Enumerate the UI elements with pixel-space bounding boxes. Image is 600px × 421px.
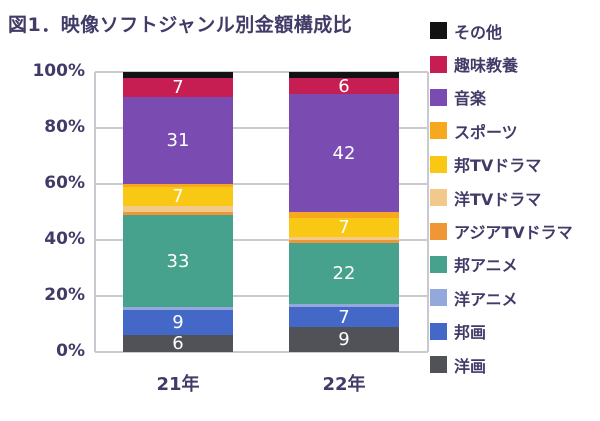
legend-swatch (430, 55, 447, 73)
x-axis-label: 22年 (322, 374, 366, 395)
bar-segment-音楽: 31 (123, 97, 233, 185)
y-axis-tick-label: 0% (56, 341, 85, 361)
legend-swatch (430, 122, 447, 140)
legend-swatch (430, 88, 447, 106)
gridline (95, 183, 428, 185)
bar-segment-邦画: 9 (123, 310, 233, 336)
stacked-bar: 6 9 33 7 31 7 (123, 72, 233, 352)
legend-label: 邦画 (454, 323, 487, 343)
legend-item-スポーツ: スポーツ (430, 114, 573, 147)
legend: その他趣味教養音楽スポーツ邦TVドラマ 洋TVドラマアジアTVドラマ 邦アニメ洋アニ… (430, 14, 573, 381)
y-axis-tick-label: 20% (44, 285, 85, 305)
chart-title: 図1．映像ソフトジャンル別金額構成比 (8, 14, 353, 36)
stacked-bar: 9 7 22 7 42 6 (289, 72, 399, 352)
legend-swatch (430, 189, 447, 207)
bar-segment-洋画: 6 (123, 335, 233, 352)
legend-label: 趣味教養 (454, 56, 519, 76)
legend-label: 邦アニメ (454, 256, 518, 276)
y-axis-tick-label: 60% (44, 173, 85, 193)
legend-item-その他: その他 (430, 14, 573, 47)
legend-swatch (430, 22, 447, 40)
bar-segment-邦TVドラマ: 7 (289, 217, 399, 238)
legend-item-邦アニメ: 邦アニメ (430, 248, 573, 281)
bar-segment-洋TVドラマ (289, 237, 399, 241)
bar-segment-趣味教養: 7 (123, 77, 233, 98)
bar-segment-洋画: 9 (289, 326, 399, 352)
bar-segment-その他 (289, 72, 399, 78)
bar-segment-アジアTVドラマ (123, 212, 233, 215)
legend-item-邦画: 邦画 (430, 315, 573, 348)
gridline (95, 239, 428, 241)
legend-swatch (430, 322, 447, 340)
y-axis-line (94, 72, 96, 352)
gridline (95, 127, 428, 129)
legend-item-アジアTVドラマ: アジアTVドラマ (430, 214, 573, 247)
legend-item-洋TVドラマ: 洋TVドラマ (430, 181, 573, 214)
y-axis-tick-label: 80% (44, 117, 85, 137)
legend-swatch (430, 356, 447, 374)
legend-label: 洋アニメ (454, 289, 518, 309)
bar-segment-アジアTVドラマ (289, 240, 399, 243)
legend-swatch (430, 155, 447, 173)
bar-segment-スポーツ (289, 212, 399, 218)
x-axis-label: 21年 (156, 374, 200, 395)
bar-segment-邦画: 7 (289, 307, 399, 327)
legend-item-邦TVドラマ: 邦TVドラマ (430, 148, 573, 181)
legend-item-洋画: 洋画 (430, 348, 573, 381)
plot-right-border (427, 72, 429, 352)
y-axis-tick-label: 100% (32, 61, 85, 81)
bar-segment-趣味教養: 6 (289, 77, 399, 95)
bar-segment-洋TVドラマ (123, 206, 233, 213)
bar-segment-邦TVドラマ: 7 (123, 186, 233, 207)
legend-item-趣味教養: 趣味教養 (430, 47, 573, 80)
bar-segment-音楽: 42 (289, 94, 399, 213)
legend-label: 洋TVドラマ (454, 189, 542, 209)
legend-label: 音楽 (454, 89, 487, 109)
legend-label: 洋画 (454, 356, 487, 376)
legend-swatch (430, 222, 447, 240)
legend-swatch (430, 289, 447, 307)
bar-segment-洋アニメ (289, 304, 399, 308)
bar-segment-洋アニメ (123, 307, 233, 311)
y-axis-tick-label: 40% (44, 229, 85, 249)
gridline (95, 71, 428, 73)
bar-segment-邦アニメ: 22 (289, 242, 399, 305)
legend-label: スポーツ (454, 122, 518, 142)
gridline (95, 351, 428, 353)
legend-swatch (430, 255, 447, 273)
legend-label: 邦TVドラマ (454, 156, 542, 176)
legend-label: その他 (454, 22, 503, 42)
bar-segment-スポーツ (123, 184, 233, 187)
bar-segment-邦アニメ: 33 (123, 214, 233, 308)
legend-label: アジアTVドラマ (454, 223, 573, 243)
legend-item-洋アニメ: 洋アニメ (430, 281, 573, 314)
bar-segment-その他 (123, 72, 233, 78)
gridline (95, 295, 428, 297)
legend-item-音楽: 音楽 (430, 81, 573, 114)
